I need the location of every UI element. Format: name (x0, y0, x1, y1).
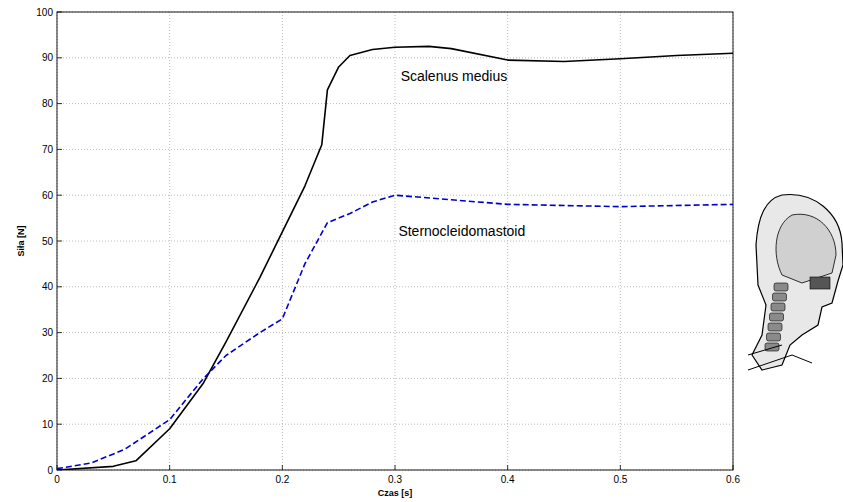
jaw (810, 277, 830, 289)
tick-mark (57, 149, 62, 150)
tick-mark (57, 195, 62, 196)
tick-label: 10 (42, 419, 54, 430)
tick-label: 80 (42, 98, 54, 109)
skull (776, 214, 836, 283)
chart: 0 10 20 30 40 50 60 70 80 90 100 0 0.1 0.2 0.3 0.4 0.5 0.… (0, 0, 843, 502)
plot-area (57, 12, 733, 470)
annotation: Sternocleidomastoid (398, 223, 525, 239)
tick-label: 0 (47, 465, 53, 476)
series-group (57, 46, 733, 470)
tick-mark (57, 286, 62, 287)
tick-label: 30 (42, 327, 54, 338)
grid-line (395, 12, 396, 470)
grid-line (507, 12, 508, 470)
grid-line (282, 12, 283, 470)
shoulder (748, 345, 812, 370)
series-line (57, 46, 733, 470)
grid-line (57, 149, 733, 150)
vertebra (773, 293, 787, 301)
grid-line (57, 103, 733, 104)
tick-label: 60 (42, 190, 54, 201)
vertebra (770, 313, 784, 321)
tick-mark (57, 378, 62, 379)
tick-label: 100 (36, 7, 53, 18)
tick-label: 0.3 (388, 474, 402, 485)
tick-label: 0.5 (613, 474, 627, 485)
tick-mark (57, 332, 62, 333)
tick-mark (57, 103, 62, 104)
grid-line (57, 332, 733, 333)
tick-label: 0.2 (275, 474, 289, 485)
head-illustration (748, 195, 843, 370)
axis-title: Siła [N] (16, 225, 26, 256)
grid-line (169, 12, 170, 470)
head-outline (752, 195, 843, 370)
tick-label: 40 (42, 281, 54, 292)
tick-label: 0.4 (501, 474, 515, 485)
tick-mark (282, 465, 283, 470)
tick-label: 90 (42, 52, 54, 63)
tick-mark (57, 424, 62, 425)
tick-mark (57, 241, 62, 242)
series-line (57, 195, 733, 468)
tick-label: 50 (42, 236, 54, 247)
grid-line (57, 286, 733, 287)
vertebra (768, 323, 782, 331)
annotation: Scalenus medius (401, 68, 508, 84)
tick-label: 0.6 (726, 474, 740, 485)
tick-mark (169, 465, 170, 470)
grid-line (620, 12, 621, 470)
tick-label: 20 (42, 373, 54, 384)
axis-title: Czas [s] (378, 488, 413, 498)
tick-label: 0 (54, 474, 60, 485)
tick-mark (620, 465, 621, 470)
tick-mark (395, 465, 396, 470)
tick-mark (57, 57, 62, 58)
tick-label: 0.1 (163, 474, 177, 485)
vertebra (771, 303, 785, 311)
plot-frame (57, 12, 733, 470)
vertebra (774, 283, 788, 291)
tick-mark (507, 465, 508, 470)
vertebra (767, 333, 781, 341)
tick-label: 70 (42, 144, 54, 155)
